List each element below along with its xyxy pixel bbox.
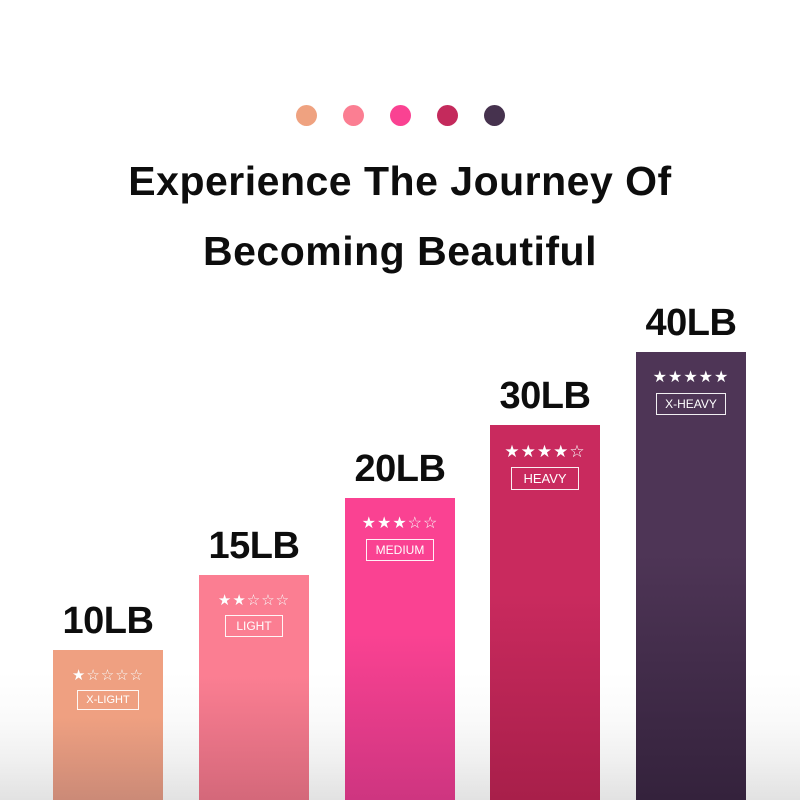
bar-value-label: 10LB <box>62 600 154 642</box>
star-rating-icon: ★☆☆☆☆ <box>71 667 145 684</box>
bar-group-medium[interactable]: 20LB ★★★☆☆ MEDIUM <box>345 448 455 800</box>
dot-x-heavy-icon <box>483 105 505 126</box>
bar-rect: ★★★★★ X-HEAVY <box>636 352 746 800</box>
dot-medium-icon <box>389 105 411 126</box>
dot-row <box>0 105 800 126</box>
bar-group-light[interactable]: 15LB ★★☆☆☆ LIGHT <box>199 525 309 800</box>
star-rating-icon: ★★★★★ <box>652 369 730 386</box>
bar-rect: ★☆☆☆☆ X-LIGHT <box>53 650 163 800</box>
bar-value-label: 20LB <box>354 448 446 490</box>
bar-group-heavy[interactable]: 30LB ★★★★☆ HEAVY <box>490 375 600 800</box>
star-rating-icon: ★★★☆☆ <box>361 515 439 532</box>
level-badge: MEDIUM <box>365 539 435 561</box>
bar-value-label: 15LB <box>208 525 300 567</box>
bar-rect: ★★★☆☆ MEDIUM <box>345 498 455 800</box>
bar-value-label: 30LB <box>499 375 591 417</box>
page-title-line-2: Becoming Beautiful <box>203 228 597 274</box>
bar-value-label: 40LB <box>645 302 737 344</box>
bar-group-x-heavy[interactable]: 40LB ★★★★★ X-HEAVY <box>636 302 746 800</box>
level-badge: X-LIGHT <box>77 690 139 710</box>
bar-group-x-light[interactable]: 10LB ★☆☆☆☆ X-LIGHT <box>53 600 163 800</box>
dot-light-icon <box>342 105 364 126</box>
level-badge: X-HEAVY <box>656 393 726 415</box>
bar-rect: ★★★★☆ HEAVY <box>490 425 600 800</box>
dot-heavy-icon <box>436 105 458 126</box>
dot-x-light-icon <box>295 105 317 126</box>
bar-rect: ★★☆☆☆ LIGHT <box>199 575 309 800</box>
star-rating-icon: ★★★★☆ <box>504 442 586 461</box>
page-title: Experience The Journey Of Becoming Beaut… <box>0 146 800 286</box>
level-badge: LIGHT <box>225 615 283 637</box>
page-title-line-1: Experience The Journey Of <box>128 158 672 204</box>
level-badge: HEAVY <box>511 467 579 490</box>
star-rating-icon: ★★☆☆☆ <box>217 592 291 609</box>
